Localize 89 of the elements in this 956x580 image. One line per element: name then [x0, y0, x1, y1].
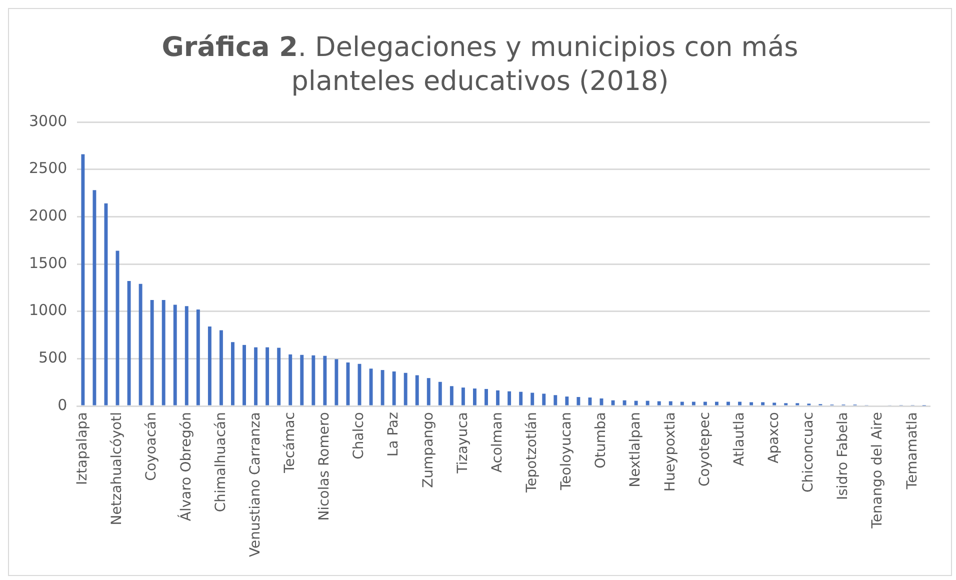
x-tick-label: Chalco [351, 412, 368, 460]
bar [426, 378, 430, 406]
bar [554, 395, 558, 406]
bar [312, 355, 316, 406]
y-tick-label: 3000 [28, 112, 68, 130]
x-tick-label: Isidro Fabela [835, 412, 852, 500]
bar [415, 375, 419, 406]
x-tick-label: Venustiano Carranza [247, 412, 264, 558]
bar [750, 402, 754, 406]
x-tick-label: La Paz [386, 412, 402, 457]
bar [772, 402, 776, 406]
x-tick-label: Otumba [593, 412, 610, 469]
bar [450, 386, 454, 406]
bar [92, 190, 96, 406]
bar [530, 392, 534, 406]
bar [473, 388, 476, 406]
y-tick-label: 0 [58, 396, 68, 414]
y-tick-label: 1000 [28, 301, 68, 320]
bar [323, 356, 327, 406]
x-tick-label: Teoloyucan [558, 412, 575, 492]
bar [668, 401, 672, 406]
y-tick-label: 500 [38, 348, 68, 367]
x-tick-label: Iztapalapa [74, 412, 91, 485]
bar [484, 388, 488, 406]
bar [461, 388, 465, 406]
bar [277, 348, 281, 406]
bar [392, 371, 396, 406]
bar [588, 397, 592, 406]
x-tick-label: Coyoacán [144, 412, 160, 481]
bar [646, 400, 650, 406]
chart-title: Gráfica 2. Delegaciones y municipios con más planteles educativos (2018) [160, 31, 800, 99]
bar [162, 300, 166, 406]
x-tick-label: Tizayuca [454, 412, 471, 474]
bar [266, 347, 270, 406]
bar [738, 402, 742, 406]
x-tick-label: Acolman [489, 412, 506, 473]
bar [703, 402, 707, 406]
bar [622, 400, 626, 406]
bar [576, 397, 580, 406]
x-tick-label: Netzahualcóyotl [109, 412, 126, 526]
bar [680, 402, 684, 406]
y-tick-label: 2000 [28, 206, 68, 225]
y-tick-label: 2500 [28, 159, 68, 178]
bar [692, 402, 696, 406]
x-tick-label: Coyotepec [696, 412, 713, 487]
bar [150, 300, 154, 406]
y-tick-label: 1500 [28, 254, 68, 272]
bar [208, 326, 212, 406]
bar [634, 400, 638, 406]
bar [81, 154, 85, 406]
bar [300, 354, 304, 406]
bar [138, 284, 142, 406]
x-tick-label: Tenango del Aire [870, 412, 886, 530]
x-tick-label: Temamatla [904, 412, 920, 490]
bar [714, 402, 718, 406]
bar [346, 362, 350, 406]
bar [761, 402, 765, 406]
bar [496, 390, 500, 406]
x-tick-label: Chiconcuac [800, 412, 817, 493]
x-tick-label: Hueypoxtla [662, 412, 678, 492]
bar [404, 372, 408, 406]
x-tick-label: Nicolas Romero [316, 412, 333, 521]
x-tick-label: Apaxco [766, 412, 782, 464]
x-tick-label: Nextlalpan [628, 412, 644, 488]
bar [542, 394, 546, 406]
bar [657, 401, 661, 406]
bar [288, 354, 292, 406]
bar [334, 359, 338, 406]
bar [380, 370, 384, 406]
bar [231, 342, 234, 406]
bar [726, 402, 730, 406]
bar [369, 368, 373, 406]
bar [173, 304, 177, 406]
bar [242, 344, 246, 406]
bar [196, 309, 200, 406]
bar [565, 396, 569, 406]
x-tick-label: Zumpango [420, 412, 436, 488]
bar [519, 392, 523, 406]
bar [127, 281, 131, 406]
bar [254, 347, 258, 406]
x-tick-label: Tepotzotlán [524, 412, 540, 494]
x-tick-label: Tecámac [282, 412, 298, 474]
x-tick-label: Chimalhuacán [212, 412, 229, 512]
bar [438, 382, 442, 406]
bar [219, 330, 223, 406]
bar [508, 391, 512, 406]
x-tick-label: Álvaro Obregón [177, 412, 194, 522]
bar [184, 306, 188, 406]
x-tick-label: Atlautla [731, 412, 748, 466]
